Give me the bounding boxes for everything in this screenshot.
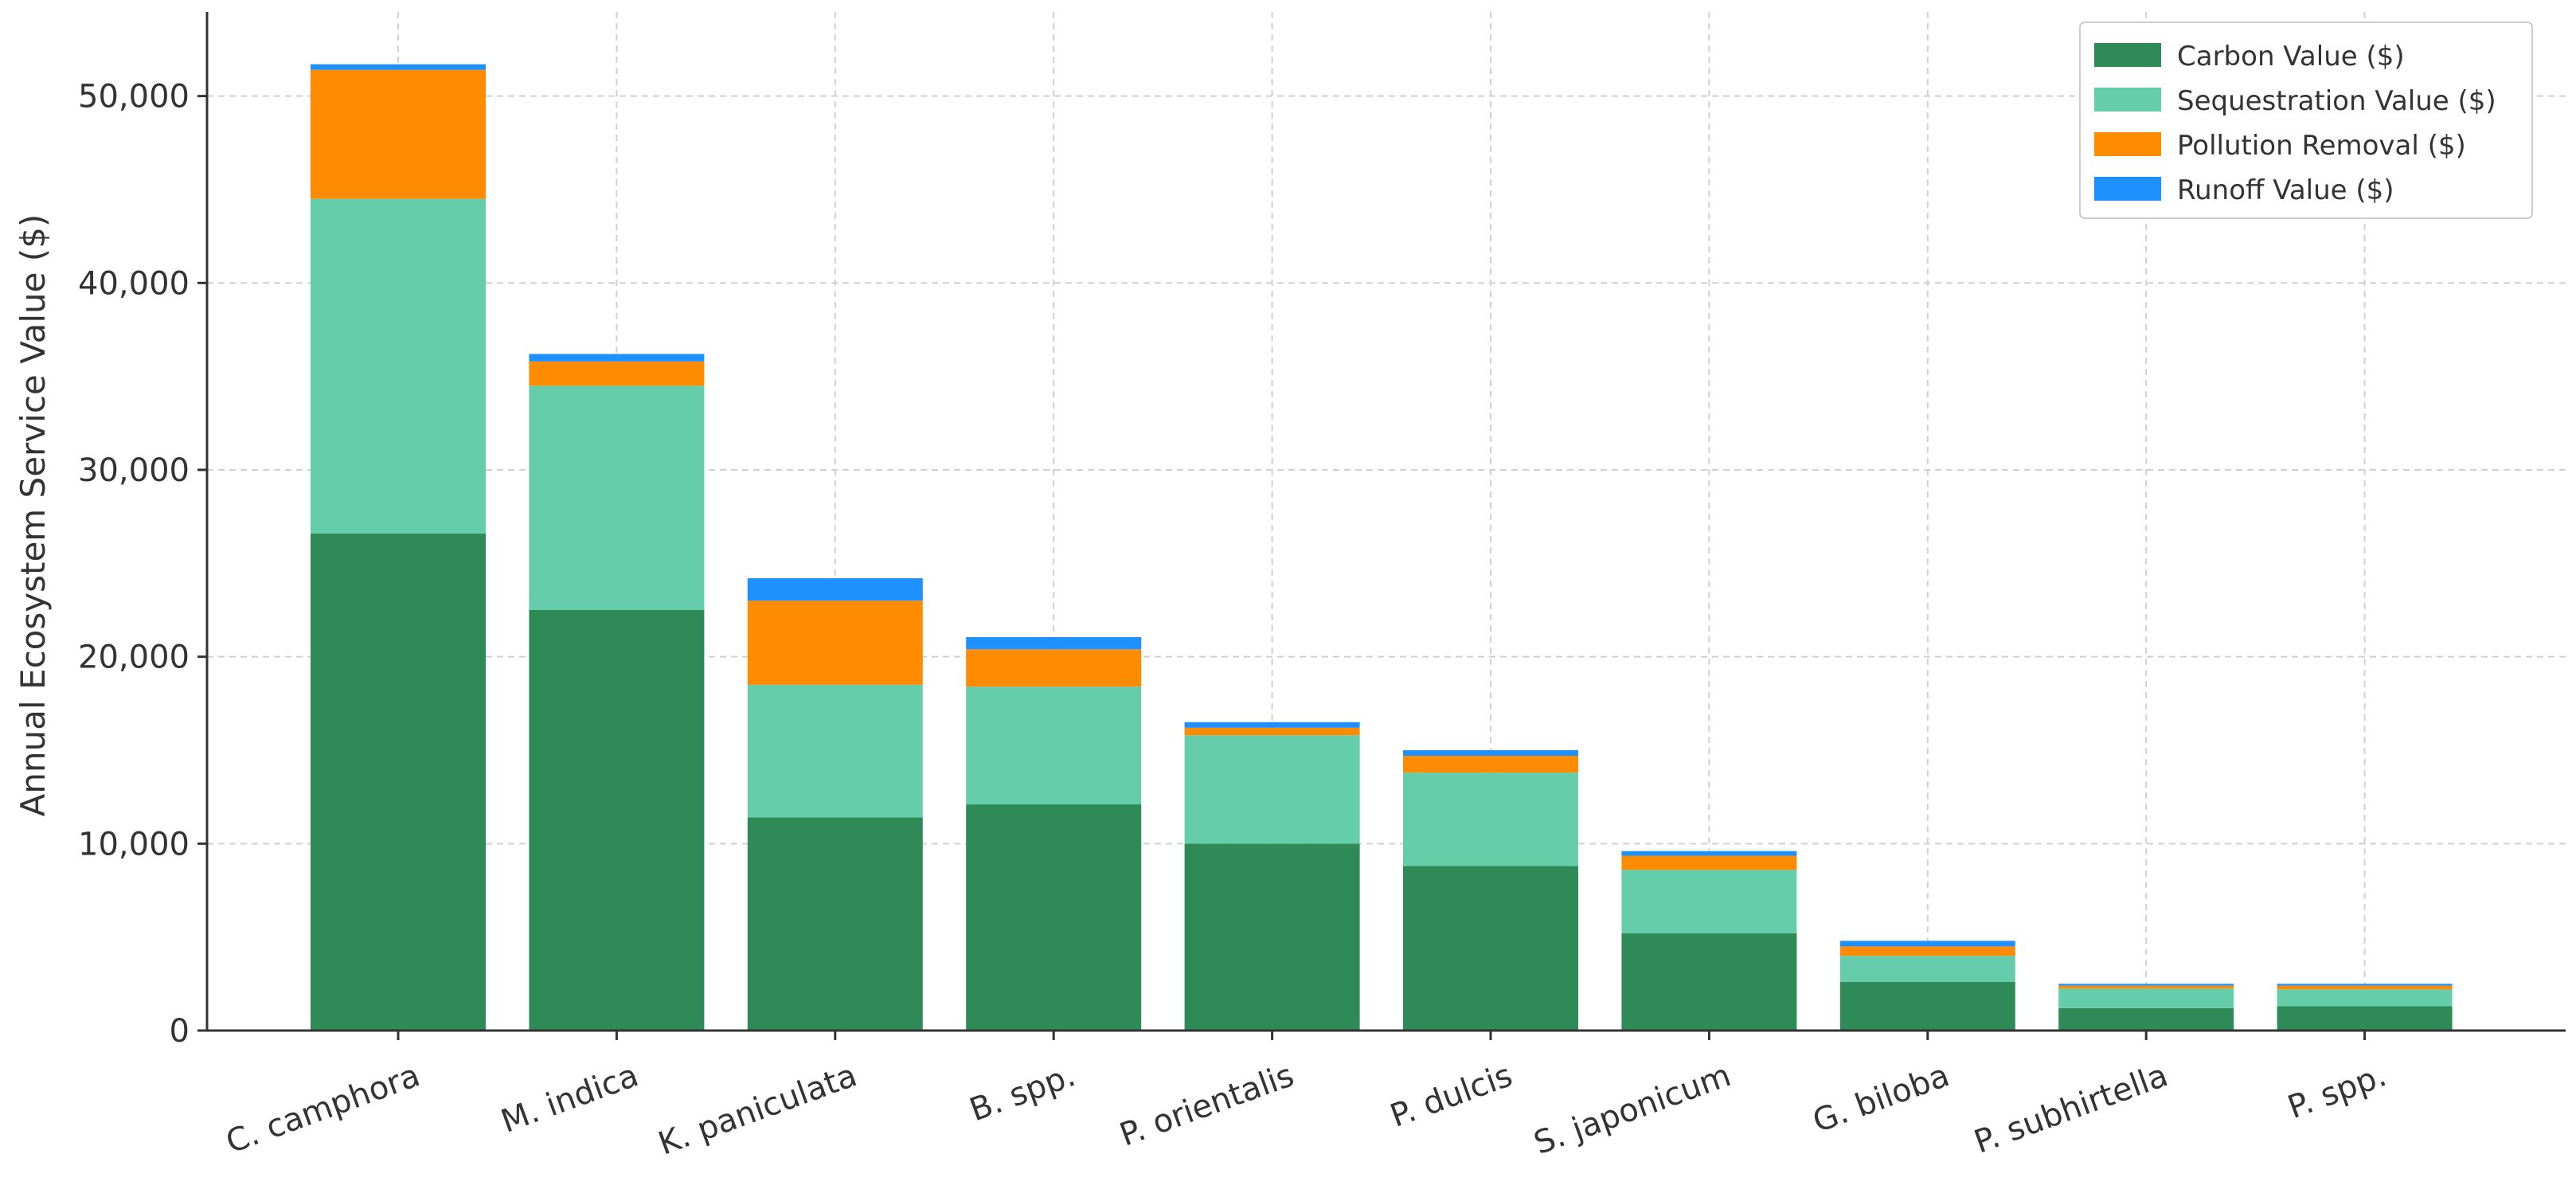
bar-segment-3: [529, 361, 705, 386]
bar-segment-4: [1403, 749, 1578, 757]
legend-swatch: [2094, 132, 2161, 156]
bar-segment-3: [1839, 946, 2015, 956]
x-tick-label: C. camphora: [221, 1057, 424, 1160]
bar-segment-1: [2058, 1007, 2234, 1031]
bar-segment-2: [1184, 735, 1360, 844]
x-tick-label: P. orientalis: [1115, 1057, 1299, 1153]
y-tick-label: 30,000: [78, 452, 190, 489]
legend-swatch: [2094, 43, 2161, 67]
legend-label: Pollution Removal ($): [2177, 130, 2466, 162]
bar-segment-1: [2277, 1006, 2453, 1031]
legend-label: Runoff Value ($): [2177, 174, 2394, 206]
legend-label: Sequestration Value ($): [2177, 85, 2496, 117]
y-tick-label: 40,000: [78, 265, 190, 302]
x-tick-label: G. biloba: [1808, 1057, 1954, 1140]
bar-segment-1: [1621, 933, 1797, 1031]
bar-segment-2: [2277, 989, 2453, 1007]
bar-segment-4: [1839, 941, 2015, 947]
bar-segment-4: [747, 578, 923, 601]
legend-label: Carbon Value ($): [2177, 41, 2405, 72]
bar-segment-4: [1621, 851, 1797, 856]
legend-swatch: [2094, 177, 2161, 201]
y-tick-label: 10,000: [78, 826, 190, 863]
bar-segment-3: [1184, 727, 1360, 736]
bar-segment-2: [966, 687, 1142, 805]
y-axis-label: Annual Ecosystem Service Value ($): [14, 214, 53, 817]
bar-segment-2: [1839, 956, 2015, 982]
bar-segment-3: [966, 649, 1142, 687]
x-tick-label: B. spp.: [965, 1057, 1081, 1129]
bar-segment-4: [311, 64, 486, 70]
bar-segment-4: [2058, 984, 2234, 986]
x-tick-label: K. paniculata: [654, 1057, 862, 1163]
bar-segment-1: [311, 533, 486, 1031]
x-tick-label: P. spp.: [2283, 1057, 2391, 1126]
bar-segment-2: [2058, 988, 2234, 1008]
bar-segment-2: [529, 385, 705, 610]
x-tick-label: M. indica: [496, 1057, 643, 1140]
bar-segment-4: [1184, 722, 1360, 728]
bar-segment-2: [747, 684, 923, 818]
y-tick-label: 0: [170, 1013, 190, 1050]
y-tick-label: 50,000: [78, 79, 190, 115]
legend-frame: [2079, 22, 2533, 219]
bar-segment-1: [966, 804, 1142, 1031]
bar-segment-2: [1621, 870, 1797, 933]
bar-segment-3: [2277, 985, 2453, 990]
bar-segment-1: [1403, 866, 1578, 1031]
bar-segment-3: [1403, 756, 1578, 773]
bar-segment-4: [529, 354, 705, 362]
bar-segment-3: [2058, 985, 2234, 989]
legend-swatch: [2094, 88, 2161, 111]
bar-segment-4: [2277, 984, 2453, 986]
bar-segment-3: [747, 600, 923, 685]
y-tick-label: 20,000: [78, 640, 190, 676]
bar-segment-1: [529, 609, 705, 1031]
x-tick-label: P. dulcis: [1386, 1057, 1517, 1135]
bar-segment-4: [966, 637, 1142, 650]
bar-segment-1: [1839, 981, 2015, 1031]
bar-segment-2: [311, 198, 486, 534]
x-tick-label: S. japonicum: [1529, 1057, 1735, 1162]
x-tick-label: P. subhirtella: [1969, 1057, 2172, 1160]
bar-segment-1: [747, 817, 923, 1031]
bar-segment-3: [311, 69, 486, 199]
bar-segment-3: [1621, 855, 1797, 870]
bar-segment-1: [1184, 843, 1360, 1031]
legend: Carbon Value ($) Sequestration Value ($) P…: [2079, 22, 2533, 219]
bar-segment-2: [1403, 773, 1578, 866]
bars-layer: [311, 64, 2453, 1031]
